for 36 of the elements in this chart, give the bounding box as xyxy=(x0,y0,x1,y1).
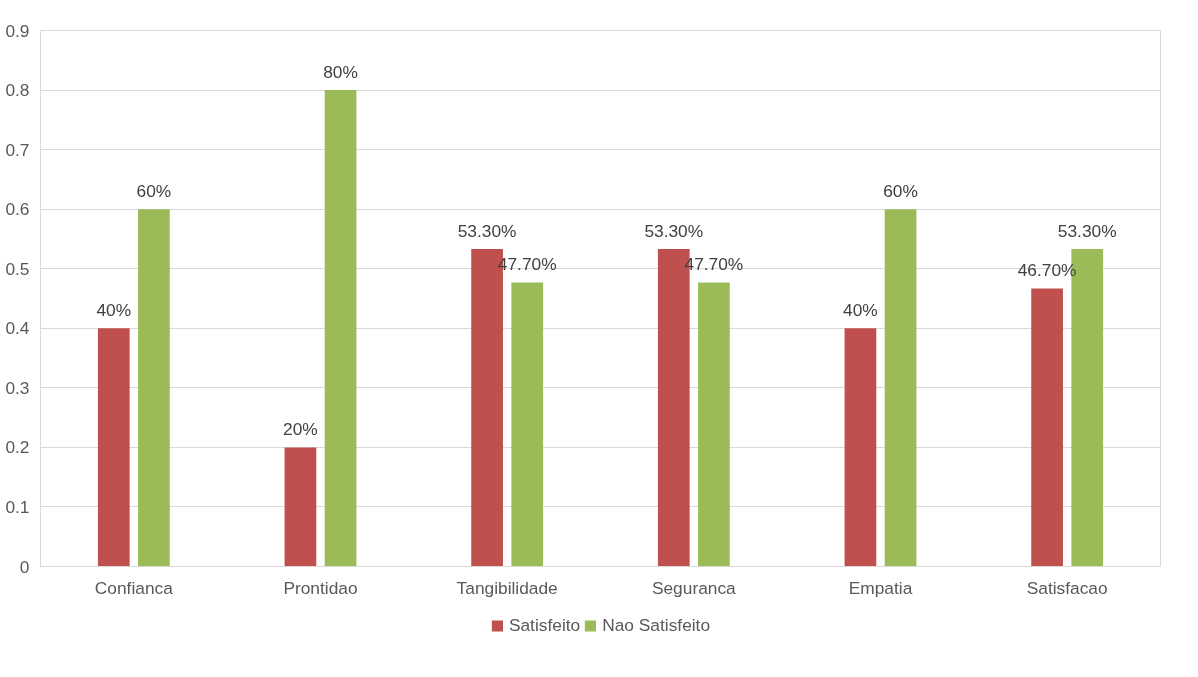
bar xyxy=(844,328,877,567)
y-tick-label: 0.8 xyxy=(5,80,30,101)
bar xyxy=(284,447,317,567)
data-label: 53.30% xyxy=(457,221,517,242)
legend-label: Nao Satisfeito xyxy=(602,614,711,636)
bar xyxy=(324,90,357,567)
data-label: 53.30% xyxy=(644,221,704,242)
bar xyxy=(97,328,130,567)
data-label: 40% xyxy=(843,300,878,321)
x-tick-label: Seguranca xyxy=(651,577,737,598)
y-tick-label: 0.1 xyxy=(5,496,30,517)
bar xyxy=(698,282,730,567)
x-tick-label: Confianca xyxy=(94,577,174,598)
data-label: 53.30% xyxy=(1057,221,1117,242)
x-tick-label: Tangibilidade xyxy=(456,577,558,598)
data-label: 80% xyxy=(323,62,358,83)
x-tick-label: Prontidao xyxy=(283,577,358,598)
data-label: 60% xyxy=(136,181,172,202)
y-tick-label: 0.5 xyxy=(5,258,30,279)
x-tick-label: Satisfacao xyxy=(1026,577,1108,598)
bar xyxy=(138,209,170,567)
data-label: 20% xyxy=(283,419,318,440)
y-tick-label: 0.2 xyxy=(5,437,30,458)
data-label: 60% xyxy=(883,181,918,202)
y-tick-label: 0.9 xyxy=(5,20,30,41)
y-tick-label: 0.6 xyxy=(5,199,30,220)
x-tick-label: Empatia xyxy=(848,577,913,598)
y-tick-label: 0.3 xyxy=(5,377,30,398)
bar xyxy=(511,282,544,567)
bar xyxy=(1031,288,1063,567)
y-tick-label: 0.4 xyxy=(5,318,30,339)
bar xyxy=(884,209,917,567)
legend-label: Satisfeito xyxy=(508,614,581,636)
y-tick-label: 0 xyxy=(19,556,30,577)
data-label: 40% xyxy=(96,300,132,321)
y-tick-label: 0.7 xyxy=(5,139,30,160)
